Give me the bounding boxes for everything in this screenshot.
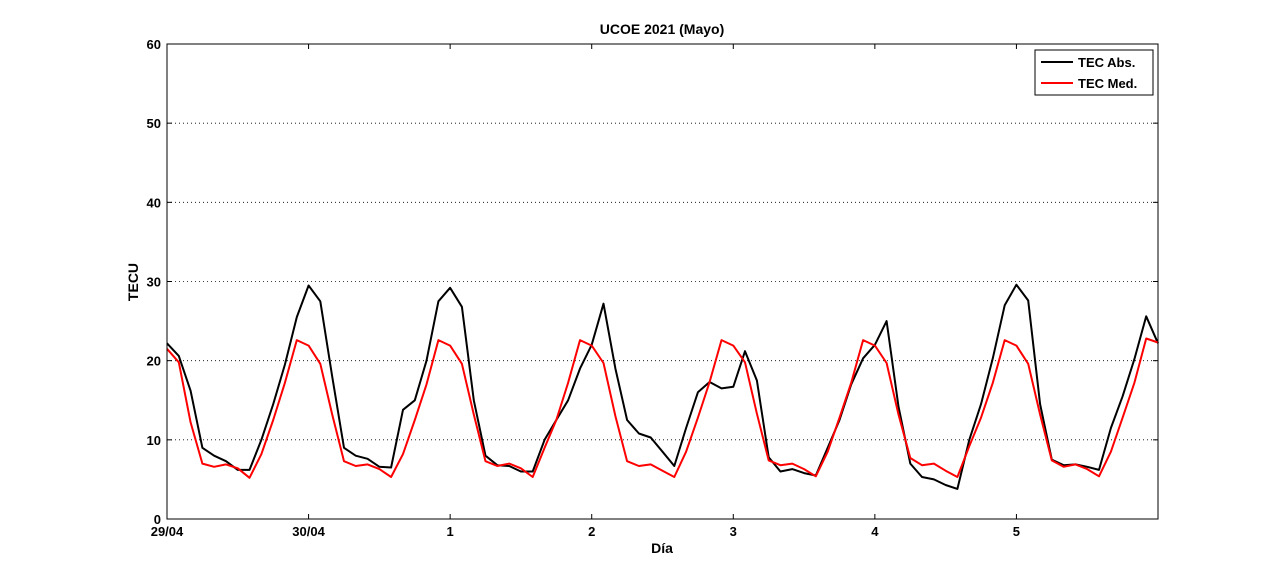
legend-box (1034, 49, 1154, 96)
x-tick-label: 3 (730, 524, 737, 539)
legend-label-tec-abs: TEC Abs. (1078, 55, 1135, 70)
x-tick-label: 2 (588, 524, 595, 539)
y-tick-label: 50 (147, 116, 161, 131)
y-tick-label: 60 (147, 37, 161, 52)
x-tick-label: 5 (1013, 524, 1020, 539)
series-line-tec-abs (166, 283, 1159, 490)
x-tick-label: 1 (447, 524, 454, 539)
ticks: 0 10 20 30 40 50 60 29/04 30/04 1 2 3 4 5 (147, 37, 1158, 539)
y-axis-label: TECU (125, 263, 141, 301)
y-tick-label: 30 (147, 275, 161, 290)
x-tick-label: 4 (871, 524, 879, 539)
x-tick-label: 30/04 (292, 524, 325, 539)
chart-title: UCOE 2021 (Mayo) (600, 21, 724, 37)
x-tick-label: 29/04 (151, 524, 184, 539)
y-tick-label: 10 (147, 433, 161, 448)
y-tick-label: 40 (147, 195, 161, 210)
series-line-tec-med (166, 337, 1159, 479)
y-tick-label: 20 (147, 354, 161, 369)
y-tick-label: 0 (154, 512, 161, 527)
series-group (166, 283, 1159, 490)
x-axis-label: Día (651, 540, 673, 556)
legend: TEC Abs. TEC Med. (1034, 49, 1154, 96)
legend-label-tec-med: TEC Med. (1078, 76, 1137, 91)
